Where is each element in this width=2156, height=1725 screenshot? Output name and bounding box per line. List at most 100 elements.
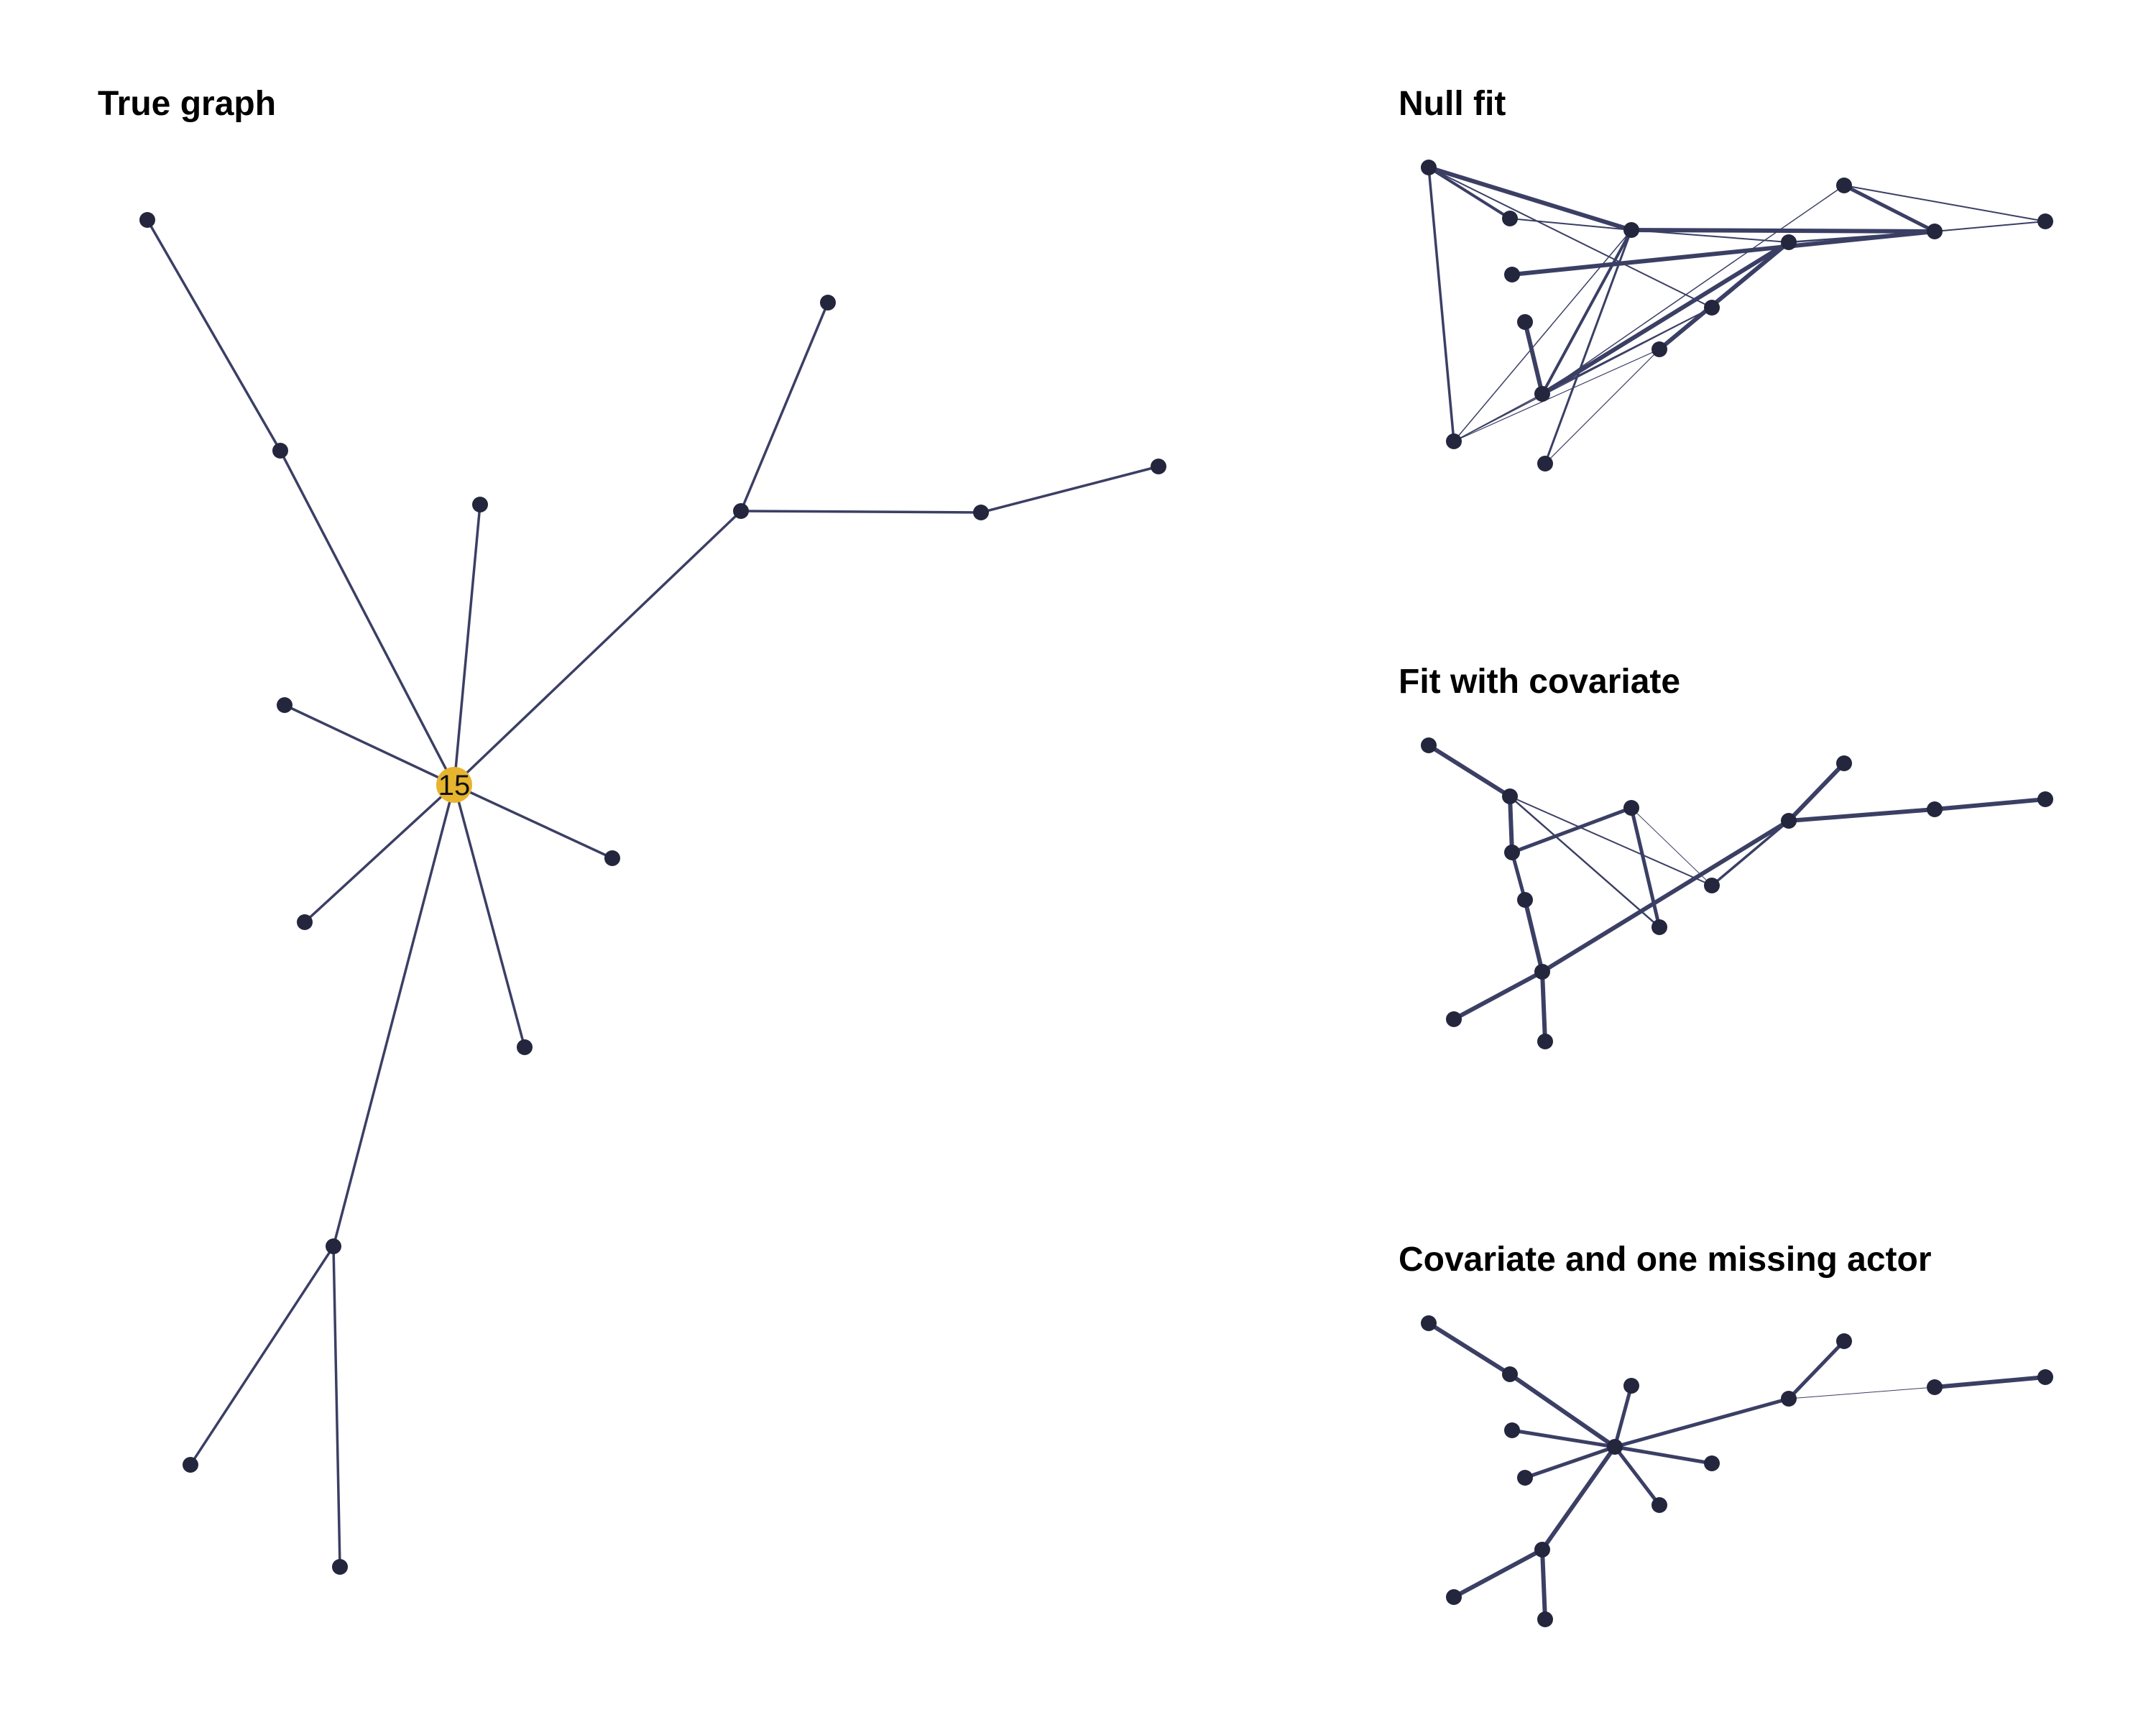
graph-edge [1540,1445,1617,1552]
graph-node [1651,341,1667,357]
graph-edge [1427,166,1511,220]
graph-node [1537,456,1553,472]
graph-edge [1509,796,1713,886]
graph-edge [1544,229,1633,465]
graph-edge [1629,228,1937,234]
nodes-fit-with-covariate [1421,737,2053,1049]
graph-node [1504,1422,1520,1438]
graph-edge [1613,1397,1791,1449]
graph-edge [283,704,456,786]
graph-edge [1508,794,1514,855]
graph-edge [1540,1547,1547,1622]
graph-node [2037,791,2053,807]
graph-node [1502,788,1518,804]
graph-node [1502,1366,1518,1382]
graph-edge [1544,349,1660,464]
graph-node [1504,845,1520,860]
graph-edge [1613,1445,1714,1466]
graph-edge [1428,167,1713,308]
graph-edge [1788,1386,1935,1399]
edges-null-fit [1427,165,2046,465]
graph-edge [1510,229,1937,277]
graph-edge [1509,218,1632,231]
graph-node [1704,300,1720,316]
graph-node [1421,1315,1437,1331]
graph-node [1781,1391,1797,1407]
nodes-null-fit [1421,160,2053,472]
nodes-covariate-missing-actor [1421,1315,2053,1627]
graph-edge [1510,850,1527,902]
graph-edge [1542,185,1845,395]
edges-true-graph [146,218,1160,1568]
graph-edge [1427,165,1634,232]
graph-node [1517,892,1533,908]
graph-node [733,503,749,519]
graph-edge [740,510,982,514]
graph-edge [1934,221,2046,232]
graph-edge [332,1245,341,1568]
graph-node [1537,1034,1553,1049]
graph-node [472,497,488,512]
graph-edge [1787,1339,1846,1401]
graph-edge [1932,797,2047,811]
graph-edge [1932,1375,2047,1389]
graph-edge [1510,1428,1617,1449]
graph-edge [1540,819,1791,974]
graph-edge [279,449,456,786]
graph-edge [453,783,526,1049]
graph-edge [1631,229,1789,243]
panel-fit-with-covariate: Fit with covariate [1399,663,2053,1049]
graph-edge [1613,1445,1662,1507]
graph-node [1927,801,1943,817]
panel-title-true-graph: True graph [98,85,276,123]
graph-node [1534,386,1550,402]
graph-node [1836,178,1852,193]
graph-node [332,1559,348,1575]
graph-edge [980,465,1160,514]
graph-node [1504,267,1520,282]
panel-title-fit-with-covariate: Fit with covariate [1399,663,1680,701]
graph-node [1836,1333,1852,1349]
graph-edge [1540,970,1547,1044]
graph-edge [189,1245,335,1466]
graph-node [1836,755,1852,771]
graph-node [1781,813,1797,829]
graph-edge [1453,349,1660,442]
graph-node [1704,1455,1720,1471]
graph-node [1927,1379,1943,1395]
graph-edge [332,783,456,1248]
edges-covariate-missing-actor [1427,1321,2047,1622]
graph-node [820,295,836,310]
graph-node [1623,1378,1639,1394]
nodes-true-graph: 15 [139,212,1166,1575]
graph-edge [1523,1445,1617,1480]
graph-edge [1508,1372,1617,1449]
edges-fit-with-covariate [1427,743,2047,1044]
graph-edge [1787,230,1936,244]
graph-edge [1523,320,1544,396]
graph-node [1927,224,1943,239]
graph-node [326,1238,341,1254]
graph-edge [1510,806,1634,855]
panel-true-graph: True graph 15 [98,85,1166,1575]
graph-edge [1427,743,1512,799]
graph-node [2037,1369,2053,1385]
graph-node [1421,160,1437,175]
graph-node [604,850,620,866]
graph-node [517,1039,533,1055]
graph-node [1446,433,1462,449]
graph-edge [1842,183,1937,234]
graph-edge [1631,807,1713,886]
graph-edge [1427,1321,1512,1376]
graph-node [139,212,155,228]
panel-title-covariate-missing-actor: Covariate and one missing actor [1399,1241,1932,1279]
graph-node [1781,234,1797,250]
graph-node [1151,459,1166,474]
graph-node [1517,314,1533,330]
graph-edge [1629,806,1662,929]
graph-edge [1787,807,1937,823]
graph-node [1623,800,1639,816]
graph-edge [740,301,829,512]
graph-edge [1541,229,1633,395]
